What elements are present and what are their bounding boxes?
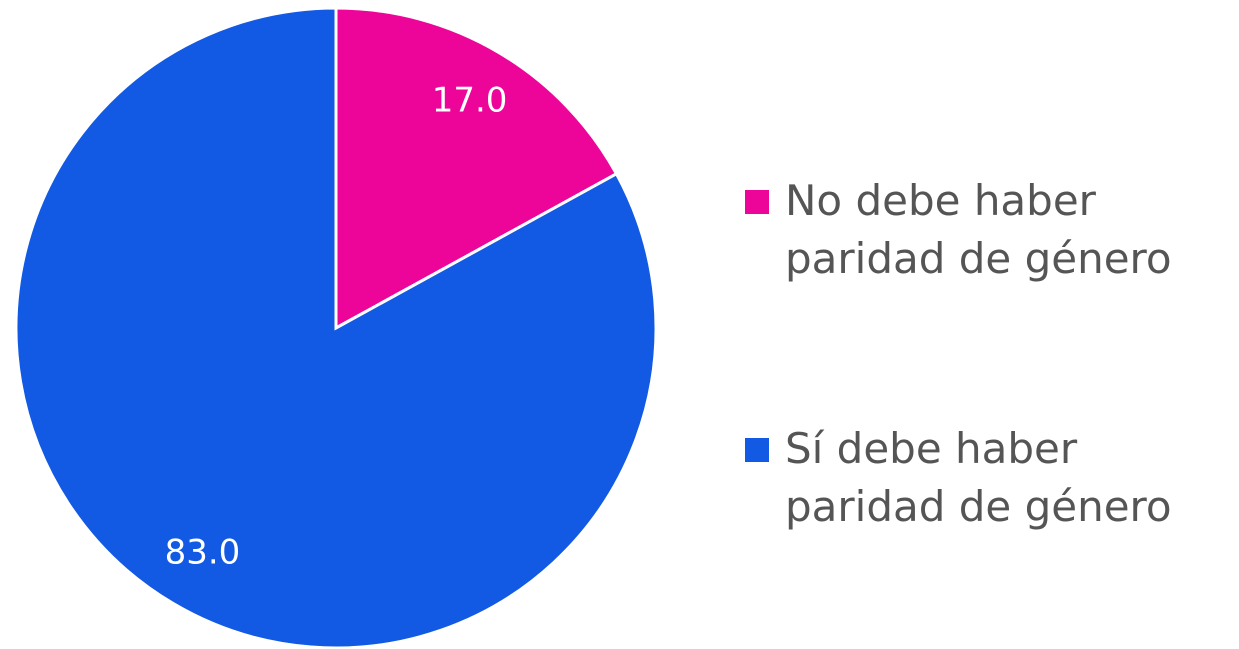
pie-slice <box>14 6 658 649</box>
data-label: 83.0 <box>165 532 241 572</box>
pie-slice <box>334 6 619 331</box>
legend: No debe haber paridad de género Sí debe h… <box>745 172 1225 649</box>
legend-label: Sí debe haber paridad de género <box>785 424 1172 531</box>
legend-label: No debe haber paridad de género <box>785 176 1172 283</box>
legend-swatch <box>745 190 769 214</box>
legend-entry: No debe haber paridad de género <box>745 172 1225 288</box>
legend-entry: Sí debe haber paridad de género <box>745 420 1225 536</box>
data-label: 17.0 <box>432 81 508 121</box>
legend-swatch <box>745 438 769 462</box>
